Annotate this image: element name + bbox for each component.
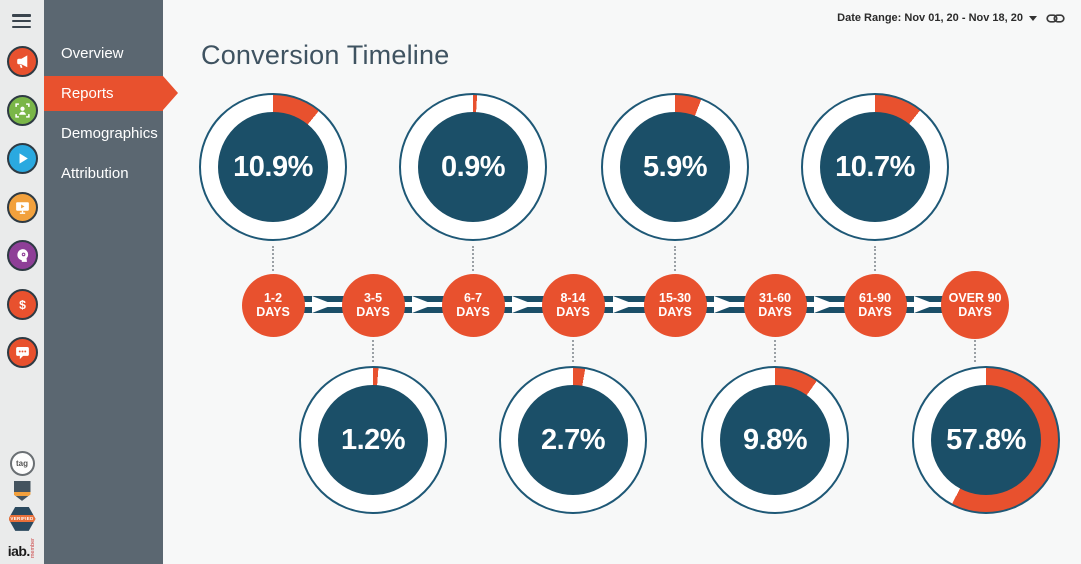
node-range-label: 8-14 bbox=[560, 290, 586, 305]
donut-value: 9.8% bbox=[720, 385, 830, 495]
dotted-connector-3-5 bbox=[372, 340, 374, 362]
rail-icon-list: $ bbox=[0, 46, 44, 386]
dotted-connector-15-30 bbox=[674, 246, 676, 271]
donut-value: 1.2% bbox=[318, 385, 428, 495]
rail-chat-icon[interactable] bbox=[6, 337, 38, 368]
rail-person-frame-icon[interactable] bbox=[6, 94, 38, 126]
rail-monitor-play-icon[interactable] bbox=[6, 191, 38, 223]
head-gear-icon bbox=[14, 247, 31, 264]
donut-value: 10.7% bbox=[820, 112, 930, 222]
dotted-connector-over-90 bbox=[974, 340, 976, 362]
nav-item-reports[interactable]: Reports bbox=[44, 76, 178, 111]
donut-value: 5.9% bbox=[620, 112, 730, 222]
person-frame-icon bbox=[14, 102, 31, 119]
dotted-connector-31-60 bbox=[774, 340, 776, 362]
donut-over-90-days: 57.8% bbox=[912, 366, 1060, 514]
timeline-node-1-2-days: 1-2 DAYS bbox=[241, 273, 305, 337]
node-unit-label: DAYS bbox=[958, 305, 992, 319]
node-range-label: OVER 90 bbox=[948, 290, 1002, 305]
donut-61-90-days: 10.7% bbox=[801, 93, 949, 241]
donut-31-60-days: 9.8% bbox=[701, 366, 849, 514]
node-unit-label: DAYS bbox=[356, 305, 390, 319]
node-unit-label: DAYS bbox=[256, 305, 290, 319]
donut-6-7-days: 0.9% bbox=[399, 93, 547, 241]
dotted-connector-1-2 bbox=[272, 246, 274, 271]
node-unit-label: DAYS bbox=[758, 305, 792, 319]
icon-rail: $ tag VERIFIED iab. member bbox=[0, 0, 44, 564]
rail-play-icon[interactable] bbox=[6, 143, 38, 174]
rail-megaphone-icon[interactable] bbox=[6, 46, 38, 77]
date-range-label: Date Range: Nov 01, 20 - Nov 18, 20 bbox=[837, 12, 1023, 24]
node-range-label: 3-5 bbox=[363, 290, 383, 305]
node-range-label: 15-30 bbox=[659, 290, 691, 305]
donut-8-14-days: 2.7% bbox=[499, 366, 647, 514]
node-unit-label: DAYS bbox=[556, 305, 590, 319]
timeline-node-3-5-days: 3-5 DAYS bbox=[341, 273, 405, 337]
iab-member-text: member bbox=[29, 537, 36, 558]
rail-head-gear-icon[interactable] bbox=[6, 240, 38, 271]
timeline-node-61-90-days: 61-90 DAYS bbox=[843, 273, 907, 337]
dollar-icon: $ bbox=[14, 296, 31, 313]
node-range-label: 31-60 bbox=[759, 290, 791, 305]
node-range-label: 61-90 bbox=[859, 290, 891, 305]
certification-badges: tag VERIFIED iab. member bbox=[0, 450, 44, 558]
donut-value: 57.8% bbox=[931, 385, 1041, 495]
verified-badge-label: VERIFIED bbox=[8, 515, 36, 523]
play-icon bbox=[14, 150, 31, 167]
chevron-down-icon bbox=[1029, 15, 1037, 21]
node-unit-label: DAYS bbox=[858, 305, 892, 319]
nav-item-demographics[interactable]: Demographics bbox=[61, 125, 158, 142]
iab-member-badge: iab. member bbox=[8, 538, 37, 558]
svg-text:$: $ bbox=[19, 297, 26, 311]
nav-item-attribution[interactable]: Attribution bbox=[61, 165, 129, 182]
node-unit-label: DAYS bbox=[456, 305, 490, 319]
dotted-connector-6-7 bbox=[472, 246, 474, 271]
iab-logo-text: iab. bbox=[7, 543, 31, 559]
donut-1-2-days: 10.9% bbox=[199, 93, 347, 241]
compliance-shield-badge bbox=[13, 480, 31, 501]
node-range-label: 6-7 bbox=[463, 290, 483, 305]
page-title: Conversion Timeline bbox=[201, 40, 450, 70]
donut-3-5-days: 1.2% bbox=[299, 366, 447, 514]
rail-dollar-icon[interactable]: $ bbox=[6, 288, 38, 320]
dotted-connector-61-90 bbox=[874, 246, 876, 271]
tag-badge: tag bbox=[9, 450, 35, 476]
hamburger-menu-icon[interactable] bbox=[12, 14, 31, 29]
megaphone-icon bbox=[14, 53, 31, 70]
nav-sidebar: Overview Reports Demographics Attributio… bbox=[44, 0, 178, 564]
timeline-node-8-14-days: 8-14 DAYS bbox=[541, 273, 605, 337]
link-icon[interactable] bbox=[1046, 12, 1065, 30]
timeline-node-6-7-days: 6-7 DAYS bbox=[441, 273, 505, 337]
timeline-node-over-90-days: OVER 90 DAYS bbox=[941, 271, 1009, 339]
timeline-node-15-30-days: 15-30 DAYS bbox=[643, 273, 707, 337]
donut-15-30-days: 5.9% bbox=[601, 93, 749, 241]
node-unit-label: DAYS bbox=[658, 305, 692, 319]
donut-value: 2.7% bbox=[518, 385, 628, 495]
donut-value: 0.9% bbox=[418, 112, 528, 222]
monitor-play-icon bbox=[14, 199, 31, 216]
nav-item-overview[interactable]: Overview bbox=[61, 45, 124, 62]
verified-badge: VERIFIED bbox=[8, 506, 36, 531]
timeline-node-31-60-days: 31-60 DAYS bbox=[743, 273, 807, 337]
chat-icon bbox=[14, 344, 31, 361]
donut-value: 10.9% bbox=[218, 112, 328, 222]
dotted-connector-8-14 bbox=[572, 340, 574, 362]
node-range-label: 1-2 bbox=[263, 290, 283, 305]
date-range-selector[interactable]: Date Range: Nov 01, 20 - Nov 18, 20 bbox=[837, 12, 1037, 24]
